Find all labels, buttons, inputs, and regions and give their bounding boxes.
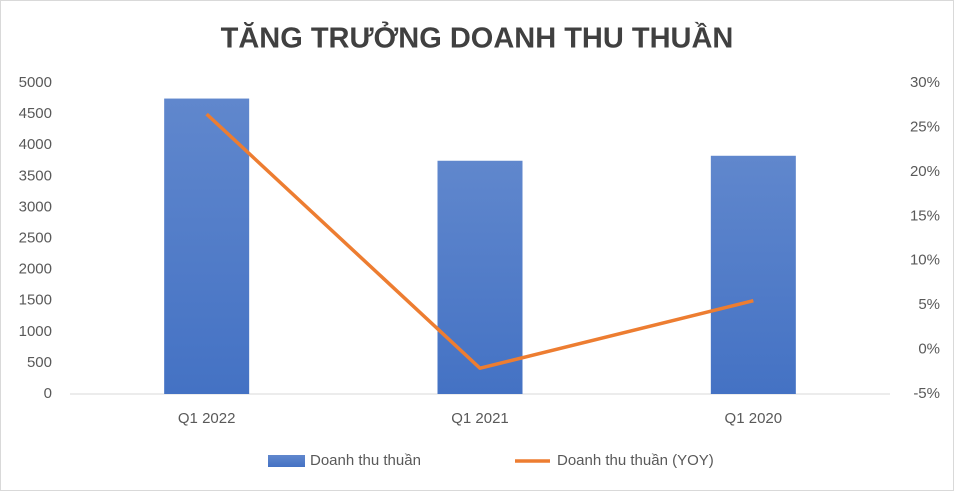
y2-tick-label: 20% <box>910 163 940 180</box>
y-tick-label: 0 <box>44 385 52 402</box>
y2-tick-label: -5% <box>913 385 940 402</box>
y-tick-label: 4000 <box>19 136 52 153</box>
y-tick-label: 2500 <box>19 229 52 246</box>
y-tick-label: 500 <box>27 354 52 371</box>
bar <box>164 98 250 395</box>
chart-title: TĂNG TRƯỞNG DOANH THU THUẦN <box>221 21 734 55</box>
x-tick-label: Q1 2020 <box>725 410 783 427</box>
y2-tick-label: 10% <box>910 252 940 269</box>
bar <box>437 160 523 394</box>
y2-tick-label: 30% <box>910 74 940 91</box>
y-tick-label: 1500 <box>19 292 52 309</box>
y2-tick-label: 25% <box>910 118 940 135</box>
legend-label: Doanh thu thuần <box>310 452 421 469</box>
y2-tick-label: 5% <box>918 296 940 313</box>
y-tick-label: 1000 <box>19 323 52 340</box>
y2-tick-label: 0% <box>918 341 940 358</box>
y-tick-label: 3500 <box>19 167 52 184</box>
y-tick-label: 5000 <box>19 74 52 91</box>
legend-swatch <box>268 455 305 467</box>
x-tick-label: Q1 2022 <box>178 410 236 427</box>
legend-label: Doanh thu thuần (YOY) <box>557 452 714 469</box>
y-tick-label: 2000 <box>19 261 52 278</box>
y-tick-label: 3000 <box>19 198 52 215</box>
bar <box>710 155 796 394</box>
y-tick-label: 4500 <box>19 105 52 122</box>
line <box>205 112 754 370</box>
x-tick-label: Q1 2021 <box>451 410 509 427</box>
y2-tick-label: 15% <box>910 207 940 224</box>
